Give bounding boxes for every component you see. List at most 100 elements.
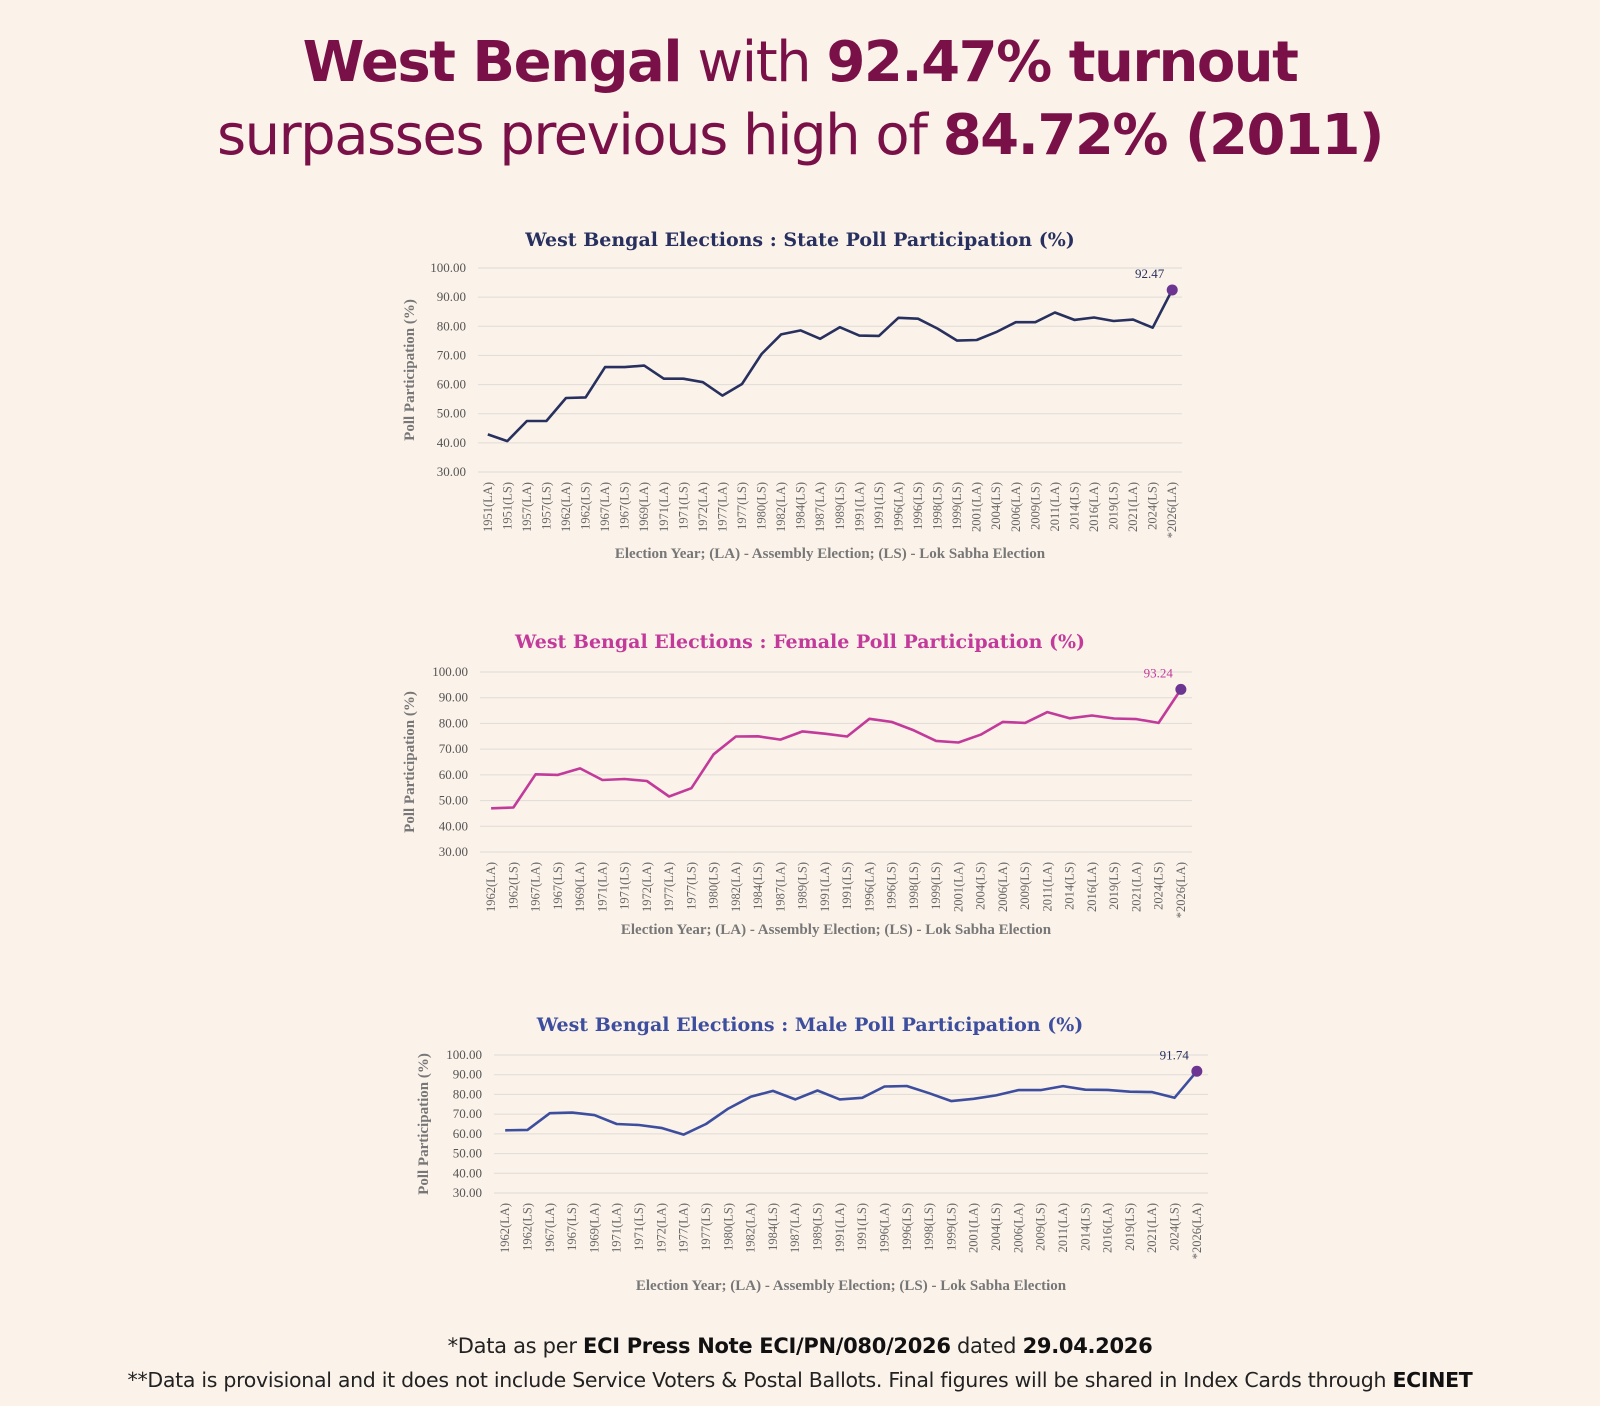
series-line [487, 289, 1174, 443]
x-tick-label: 1977(LA) [662, 862, 676, 912]
x-tick-label: 1984(LS) [751, 862, 765, 910]
x-tick-label: 1967(LS) [618, 482, 632, 530]
x-tick-label: 1969(LA) [573, 862, 587, 912]
x-tick-label: 1967(LA) [529, 862, 543, 912]
y-tick-label: 60.00 [453, 1126, 482, 1141]
x-tick-label: 2009(LS) [1018, 862, 1032, 910]
y-tick-label: 90.00 [439, 690, 468, 705]
footnote-1-prefix: *Data as per [447, 1334, 584, 1358]
x-tick-label: 1977(LA) [677, 1203, 691, 1253]
x-tick-label: 1962(LA) [559, 482, 573, 532]
x-tick-label: 1989(LS) [811, 1203, 825, 1251]
x-tick-label: 1951(LS) [500, 482, 514, 530]
y-tick-label: 40.00 [453, 1165, 482, 1180]
x-tick-label: 1972(LA) [640, 862, 654, 912]
y-tick-label: 80.00 [453, 1086, 482, 1101]
x-tick-label: 1982(LA) [774, 482, 788, 532]
x-tick-label: 1957(LA) [520, 482, 534, 532]
chart-title: West Bengal Elections : Male Poll Partic… [536, 1014, 1084, 1036]
x-tick-label: 2009(LS) [1034, 1203, 1048, 1251]
x-tick-label: 2021(LA) [1129, 862, 1143, 912]
x-tick-label: 1996(LA) [891, 482, 905, 532]
x-tick-label: 2024(LS) [1152, 862, 1166, 910]
x-axis-label: Election Year; (LA) - Assembly Election;… [636, 1278, 1067, 1294]
x-tick-label: 1984(LS) [794, 482, 808, 530]
y-tick-label: 100.00 [432, 664, 468, 679]
x-tick-label: 1999(LS) [950, 482, 964, 530]
x-tick-label: 2021(LA) [1126, 482, 1140, 532]
footnote-1-dated: dated [950, 1334, 1023, 1358]
y-tick-label: 70.00 [437, 347, 466, 362]
chart-title: West Bengal Elections : Female Poll Part… [514, 631, 1085, 653]
x-tick-label: 2019(LS) [1123, 1203, 1137, 1251]
x-tick-label: 1999(LS) [929, 862, 943, 910]
series-line [505, 1070, 1198, 1136]
x-tick-label: 1962(LS) [520, 1203, 534, 1251]
x-tick-label: 1972(LA) [654, 1203, 668, 1253]
x-tick-label: 2014(LS) [1067, 482, 1081, 530]
x-tick-label: 1998(LS) [907, 862, 921, 910]
x-tick-label: 1980(LS) [721, 1203, 735, 1251]
x-tick-label: 1998(LS) [922, 1203, 936, 1251]
x-tick-label: 1987(LA) [813, 482, 827, 532]
x-tick-label: 1991(LA) [833, 1203, 847, 1253]
x-tick-label: 1991(LS) [872, 482, 886, 530]
x-tick-label: 2001(LA) [970, 482, 984, 532]
x-tick-label: 2016(LA) [1101, 1203, 1115, 1253]
x-tick-label: 1969(LA) [637, 482, 651, 532]
x-tick-label: 1967(LS) [565, 1203, 579, 1251]
y-axis-label: Poll Participation (%) [416, 1053, 432, 1195]
x-tick-label: 1998(LS) [931, 482, 945, 530]
x-tick-label: 2001(LA) [951, 862, 965, 912]
x-tick-label: *2026(LA) [1165, 482, 1179, 538]
x-tick-label: 2006(LA) [1009, 482, 1023, 532]
x-tick-label: 2009(LS) [1028, 482, 1042, 530]
x-tick-label: 1996(LA) [877, 1203, 891, 1253]
y-tick-label: 50.00 [437, 406, 466, 421]
x-tick-label: 2004(LS) [989, 1203, 1003, 1251]
y-tick-label: 100.00 [446, 1047, 482, 1062]
footnote-1: *Data as per ECI Press Note ECI/PN/080/2… [0, 1334, 1600, 1358]
x-tick-label: 1971(LA) [595, 862, 609, 912]
y-tick-label: 30.00 [453, 1185, 482, 1200]
headline-turnout: 92.47% turnout [826, 30, 1298, 95]
x-tick-label: 1996(LS) [911, 482, 925, 530]
x-tick-label: 1980(LS) [755, 482, 769, 530]
x-tick-label: 1977(LA) [715, 482, 729, 532]
x-tick-label: 1977(LS) [735, 482, 749, 530]
x-tick-label: 1962(LA) [498, 1203, 512, 1253]
x-tick-label: 2024(LS) [1146, 482, 1160, 530]
x-tick-label: 1971(LA) [610, 1203, 624, 1253]
y-axis-label: Poll Participation (%) [402, 691, 418, 833]
x-tick-label: 2024(LS) [1168, 1203, 1182, 1251]
female-poll-chart: West Bengal Elections : Female Poll Part… [402, 631, 1192, 938]
x-axis-label: Election Year; (LA) - Assembly Election;… [615, 546, 1046, 562]
x-tick-label: 1972(LA) [696, 482, 710, 532]
x-tick-label: 1962(LS) [579, 482, 593, 530]
y-tick-label: 80.00 [439, 715, 468, 730]
y-tick-label: 90.00 [437, 289, 466, 304]
x-tick-label: 1971(LS) [632, 1203, 646, 1251]
y-tick-label: 30.00 [439, 844, 468, 859]
x-axis-label: Election Year; (LA) - Assembly Election;… [621, 922, 1052, 938]
x-tick-label: 1967(LA) [543, 1203, 557, 1253]
x-tick-label: 1991(LS) [855, 1203, 869, 1251]
y-tick-label: 70.00 [439, 741, 468, 756]
y-tick-label: 80.00 [437, 318, 466, 333]
x-tick-label: 1987(LA) [773, 862, 787, 912]
headline-with: with [681, 30, 827, 95]
x-tick-label: *2026(LA) [1174, 862, 1188, 918]
y-tick-label: 40.00 [437, 435, 466, 450]
y-axis-label: Poll Participation (%) [402, 299, 418, 441]
x-tick-label: 1991(LS) [840, 862, 854, 910]
headline-line-1: West Bengal with 92.47% turnout [0, 28, 1600, 98]
x-tick-label: 1991(LA) [852, 482, 866, 532]
x-tick-label: 1967(LA) [598, 482, 612, 532]
headline-surpasses: surpasses previous high of [216, 103, 943, 168]
male-poll-chart: West Bengal Elections : Male Poll Partic… [416, 1014, 1208, 1294]
series-line [491, 688, 1182, 810]
x-tick-label: 1977(LS) [684, 862, 698, 910]
highlight-point [1175, 683, 1187, 695]
x-tick-label: 1982(LA) [729, 862, 743, 912]
y-tick-label: 60.00 [439, 767, 468, 782]
